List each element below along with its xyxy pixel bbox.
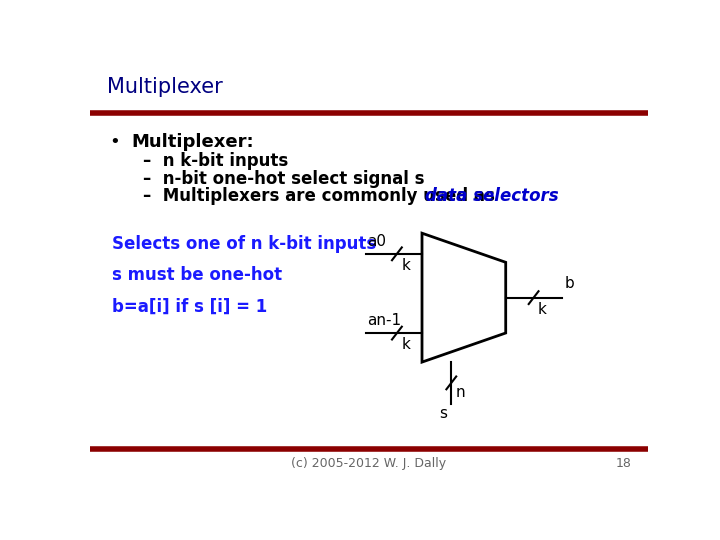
Text: Multiplexer: Multiplexer <box>107 77 222 97</box>
Text: k: k <box>401 338 410 352</box>
Text: s must be one-hot: s must be one-hot <box>112 266 282 285</box>
Text: 18: 18 <box>616 457 631 470</box>
Text: a0: a0 <box>367 234 387 249</box>
Text: Multiplexer:: Multiplexer: <box>132 133 254 151</box>
Text: an-1: an-1 <box>367 313 402 328</box>
Text: b: b <box>564 276 574 292</box>
Text: –  n-bit one-hot select signal s: – n-bit one-hot select signal s <box>143 170 425 187</box>
Text: k: k <box>538 302 547 317</box>
Text: s: s <box>439 406 447 421</box>
Text: –  Multiplexers are commonly used as: – Multiplexers are commonly used as <box>143 187 500 205</box>
Text: (c) 2005-2012 W. J. Dally: (c) 2005-2012 W. J. Dally <box>292 457 446 470</box>
Text: –  n k-bit inputs: – n k-bit inputs <box>143 152 288 170</box>
Text: data selectors: data selectors <box>425 187 559 205</box>
Text: k: k <box>401 258 410 273</box>
Text: Selects one of n k-bit inputs: Selects one of n k-bit inputs <box>112 235 377 253</box>
Text: •: • <box>109 133 120 151</box>
Text: n: n <box>456 385 465 400</box>
Text: b=a[i] if s [i] = 1: b=a[i] if s [i] = 1 <box>112 298 268 316</box>
